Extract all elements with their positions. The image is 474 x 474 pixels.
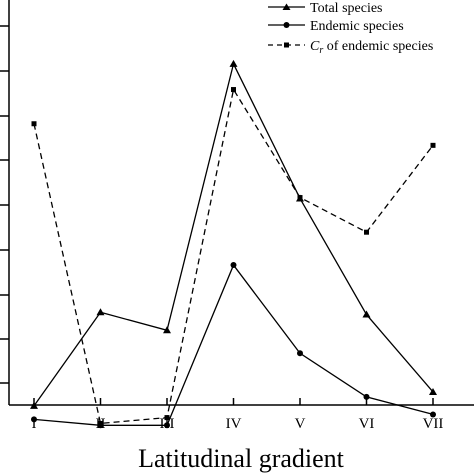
legend-total-marker [282,3,291,10]
series-endemic-point-3 [230,262,237,269]
x-axis-title: Latitudinal gradient [138,444,345,473]
series-layer [30,59,437,429]
series-cr-point-2 [164,415,170,421]
series-endemic-point-6 [430,411,436,418]
x-tick-label-0: I [32,416,37,432]
legend: Total species Endemic species Cr of ende… [268,1,433,56]
series-total-point-6 [429,387,437,395]
x-tick-label-6: VII [423,416,444,432]
series-endemic-point-0 [31,416,37,423]
series-cr-point-3 [231,87,236,93]
series-total-point-3 [229,59,238,67]
legend-cr-letter: C [310,39,320,54]
series-cr-point-5 [364,229,369,235]
legend-endemic-label: Endemic species [310,19,404,34]
series-endemic-point-2 [164,422,170,429]
series-total-point-0 [30,401,38,409]
legend-total-label: Total species [310,1,383,16]
legend-endemic-marker [283,22,290,28]
series-endemic-point-5 [363,393,370,400]
y-ticks [0,25,9,384]
x-tick-label-3: IV [226,416,242,432]
series-cr-point-6 [430,142,436,148]
legend-cr-marker [284,42,289,48]
series-total-point-2 [163,326,171,334]
series-cr-line [33,87,434,425]
series-cr-point-1 [98,420,103,426]
legend-cr-subscript: r [319,45,323,56]
series-cr-point-4 [297,195,303,201]
series-total-line [33,62,434,407]
legend-cr-rest: of endemic species [323,39,433,54]
series-cr-point-0 [31,121,37,127]
x-tick-label-5: VI [359,416,375,432]
series-endemic-point-4 [297,350,303,357]
x-tick-labels: IIIIIIIVVVIVII [32,416,444,432]
series-total-point-5 [362,310,371,318]
x-tick-label-4: V [295,416,306,432]
series-total-point-1 [96,308,105,316]
legend-cr-label: Cr of endemic species [310,39,433,56]
